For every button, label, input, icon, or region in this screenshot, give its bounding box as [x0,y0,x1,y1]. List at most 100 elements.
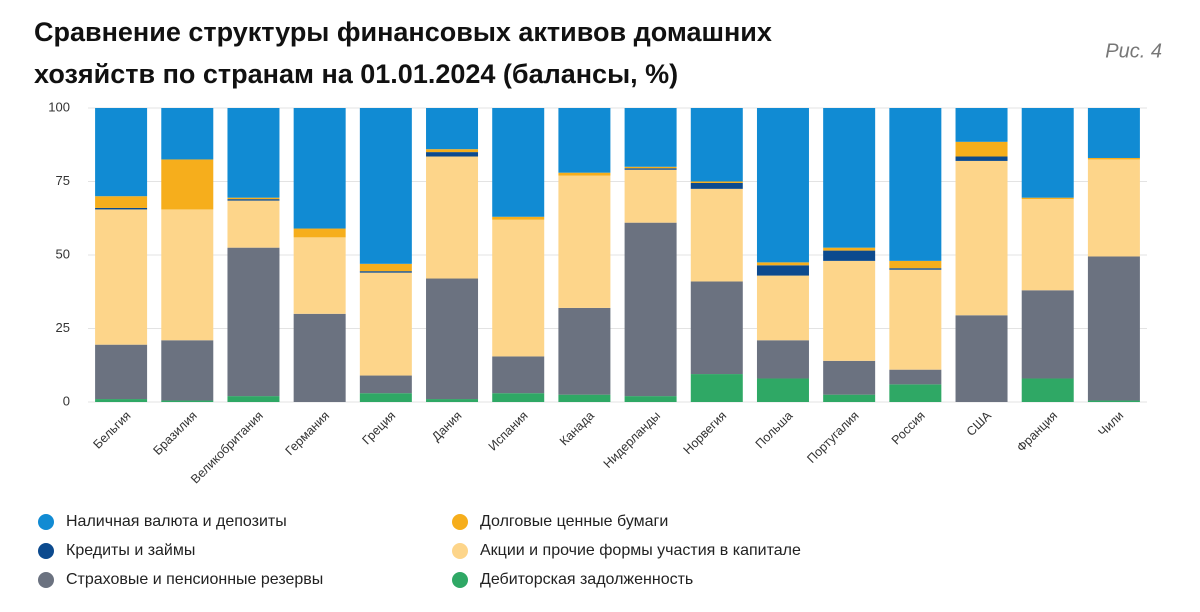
bar-segment [492,108,545,217]
bar-segment [95,399,148,402]
bar-segment [227,199,280,201]
y-tick-label: 0 [63,393,70,408]
bar-segment [955,315,1008,402]
y-tick-label: 75 [56,173,70,188]
bar-segment [161,159,214,210]
x-tick-label: Норвегия [681,409,730,458]
bar-segment [1021,108,1074,198]
bar-segment [95,344,148,400]
bar-segment [955,156,1008,161]
bar-segment [359,393,412,402]
bar-segment [690,108,743,182]
x-tick-label: Польша [753,409,796,452]
bar-segment [1021,197,1074,200]
bar-segment [889,108,942,261]
bar-segment [492,219,545,357]
bar-segment [161,400,214,402]
bar-segment [624,168,677,170]
bar-segment [227,197,280,200]
y-tick-label: 50 [56,246,70,261]
x-tick-label: Россия [889,409,928,448]
bar-segment [624,169,677,223]
x-tick-label: Бельгия [91,409,134,452]
bar-segment [293,237,346,314]
bar-segment [161,108,214,160]
x-tick-label: Португалия [804,409,861,466]
legend-label: Дебиторская задолженность [480,571,693,588]
x-tick-label: США [964,408,995,439]
bar-segment [227,396,280,402]
legend-label: Долговые ценные бумаги [480,513,668,530]
bar-segment [359,375,412,394]
bar-segment [227,200,280,248]
legend-marker [38,514,54,530]
bar-segment [756,262,809,266]
bar-segment [1087,108,1140,158]
bar-segment [426,149,479,153]
bar-segment [359,272,412,376]
bar-segment [95,108,148,197]
x-tick-label: Германия [283,409,333,459]
bar-segment [426,156,479,279]
bar-segment [558,175,611,308]
bar-segment [955,141,1008,157]
bar-segment [293,228,346,238]
bar-segment [823,260,876,361]
bar-segment [823,394,876,402]
bar-segment [95,207,148,210]
bar-segment [95,196,148,208]
x-tick-label: Греция [359,409,398,448]
bar-segment [293,108,346,229]
legend-marker [452,572,468,588]
bar-segment [889,384,942,402]
bar-segment [624,222,677,397]
bar-segment [624,108,677,167]
bar-segment [690,374,743,402]
bar-segment [1087,157,1140,160]
bar-segment [889,260,942,269]
legend-label: Кредиты и займы [66,542,195,559]
bar-segment [558,307,611,395]
bar-segment [359,108,412,264]
bar-segment [823,250,876,261]
bar-segment [624,166,677,169]
bar-segment [756,265,809,276]
bar-segment [95,209,148,345]
bar-segment [492,393,545,402]
bar-segment [690,188,743,282]
bar-segment [426,152,479,157]
x-tick-label: Франция [1014,409,1060,455]
bar-segment [756,378,809,402]
x-tick-label: Нидерланды [601,409,663,471]
legend-label: Страховые и пенсионные резервы [66,571,323,588]
legend-marker [38,543,54,559]
legend-label: Наличная валюта и депозиты [66,513,287,530]
bar-segment [161,209,214,341]
bar-segment [955,108,1008,142]
bar-segment [359,271,412,273]
bar-segment [558,172,611,176]
bar-segment [426,399,479,402]
bar-segment [756,275,809,341]
chart-title: хозяйств по странам на 01.01.2024 (балан… [34,59,678,89]
bar-segment [889,369,942,385]
bar-segment [823,360,876,395]
bar-segment [1087,256,1140,401]
legend-marker [452,514,468,530]
legend-marker [452,543,468,559]
bar-segment [823,108,876,248]
figure-label: Рис. 4 [1105,40,1162,62]
bar-segment [1087,159,1140,257]
bar-segment [558,108,611,173]
bar-segment [161,340,214,401]
bar-segment [426,278,479,400]
bar-segment [690,182,743,189]
bar-segment [227,108,280,198]
bar-segment [293,313,346,402]
bar-segment [1087,400,1140,402]
bar-segment [426,108,479,150]
y-tick-label: 100 [48,99,70,114]
x-tick-label: Чили [1096,409,1127,440]
bar-segment [1021,290,1074,379]
